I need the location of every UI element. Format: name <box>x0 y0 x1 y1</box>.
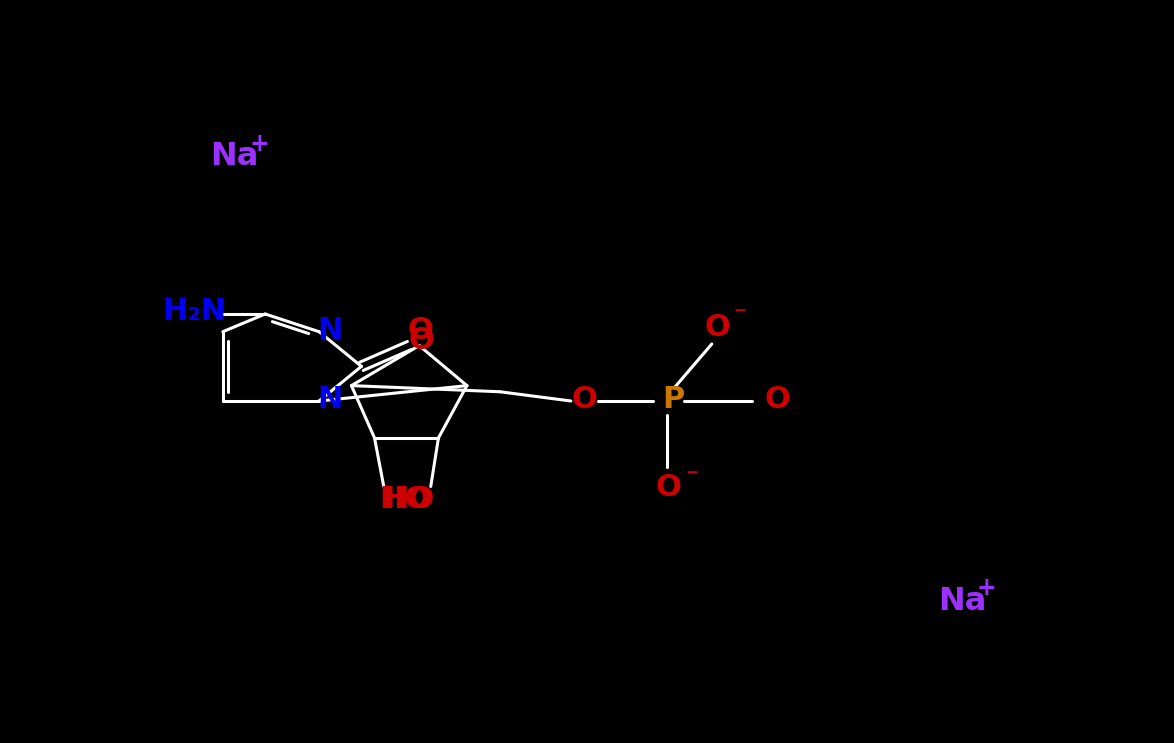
Text: P: P <box>662 385 684 414</box>
Text: HO: HO <box>384 485 434 514</box>
Text: +: + <box>249 132 269 156</box>
Text: O: O <box>764 385 790 414</box>
Text: O: O <box>704 313 730 342</box>
Text: N: N <box>317 385 343 414</box>
Text: Na: Na <box>938 585 986 617</box>
Text: O: O <box>407 316 433 345</box>
Text: O: O <box>409 325 434 354</box>
Text: HO: HO <box>379 485 431 514</box>
Text: ⁻: ⁻ <box>734 305 747 328</box>
Text: O: O <box>656 473 682 502</box>
Text: ⁻: ⁻ <box>686 466 699 490</box>
Text: +: + <box>977 576 997 600</box>
Text: H₂N: H₂N <box>162 297 227 326</box>
Text: O: O <box>571 385 596 414</box>
Text: N: N <box>317 316 343 345</box>
Text: Na: Na <box>210 141 258 172</box>
